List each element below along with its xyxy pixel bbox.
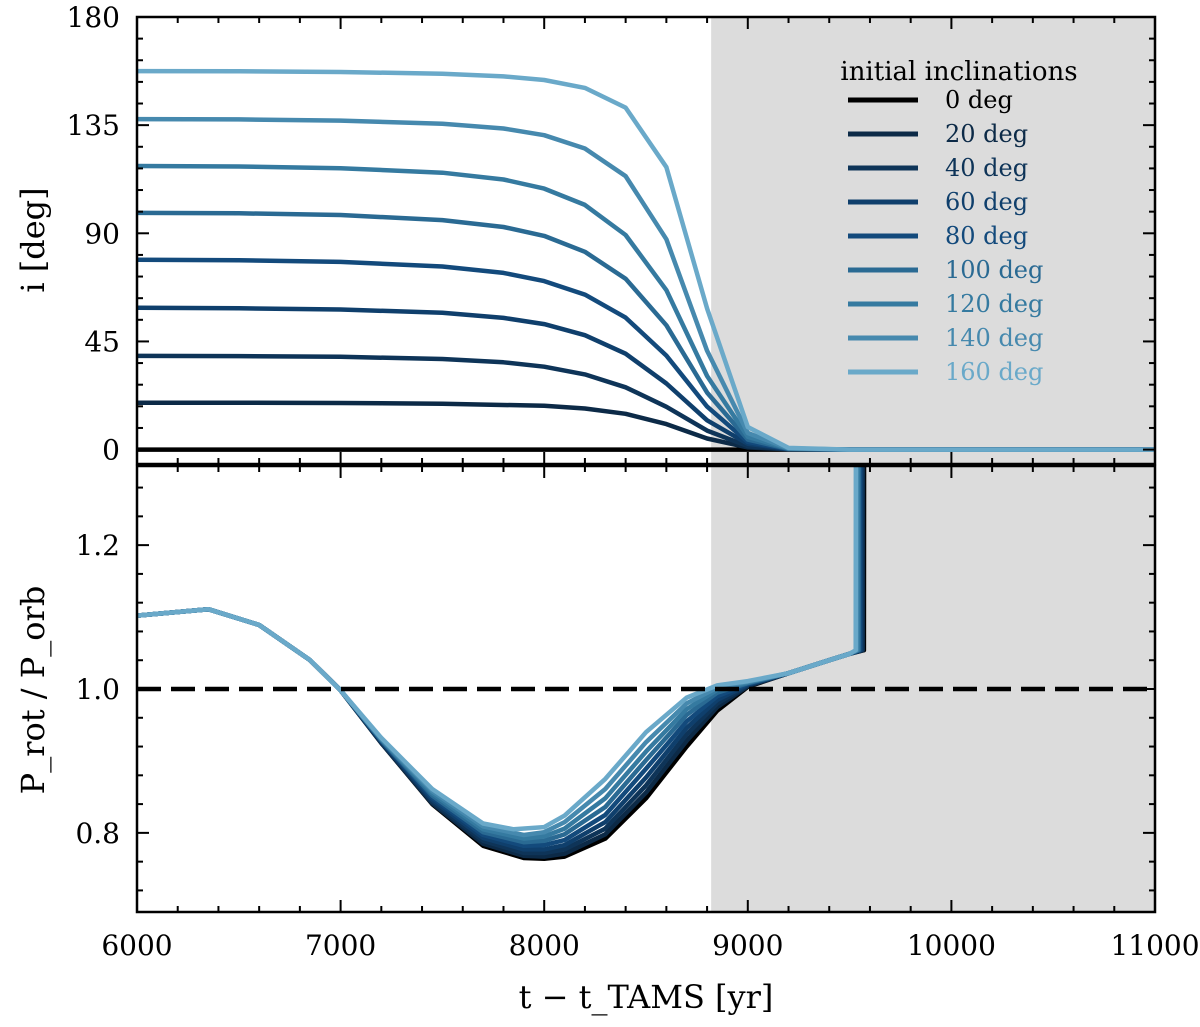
x-tick-label: 11000 — [1110, 929, 1199, 962]
bottom-y-tick-label: 1.2 — [75, 529, 120, 562]
top-y-tick-label: 180 — [67, 1, 120, 34]
top-panel-frame — [135, 15, 1157, 466]
legend: initial inclinations 0 deg 20 deg 40 deg 60… — [840, 57, 1077, 386]
legend-entry: 80 deg — [945, 222, 1028, 250]
legend-title: initial inclinations — [840, 57, 1077, 87]
legend-entry: 60 deg — [945, 188, 1028, 216]
top-y-tick-label: 90 — [84, 217, 120, 250]
legend-entry: 20 deg — [945, 120, 1028, 148]
top-series-160-deg — [137, 68, 1155, 452]
x-tick-label: 9000 — [712, 929, 783, 962]
legend-entry: 120 deg — [945, 290, 1043, 318]
bottom-y-axis-label: P_rot / P_orb — [14, 586, 52, 795]
bottom-y-tick-label: 1.0 — [75, 673, 120, 706]
bottom-panel-frame — [135, 464, 1157, 914]
bottom-series-160-deg — [137, 466, 859, 832]
x-tick-label: 10000 — [907, 929, 996, 962]
x-tick-label: 6000 — [101, 929, 172, 962]
top-y-axis-label: i [deg] — [14, 187, 52, 292]
legend-entry: 160 deg — [945, 358, 1043, 386]
bottom-series-group — [137, 466, 867, 862]
top-y-tick-label: 45 — [84, 325, 120, 358]
top-series-group — [137, 68, 1155, 452]
legend-entry: 100 deg — [945, 256, 1043, 284]
legend-entry: 140 deg — [945, 324, 1043, 352]
top-y-tick-label: 135 — [67, 109, 120, 142]
x-tick-label: 7000 — [305, 929, 376, 962]
shaded-region-top — [711, 17, 1155, 464]
bottom-y-tick-label: 0.8 — [75, 817, 120, 850]
legend-entry: 0 deg — [945, 86, 1013, 114]
top-y-tick-label: 0 — [102, 434, 120, 467]
x-axis-label: t − t_TAMS [yr] — [519, 978, 774, 1016]
tick-labels-group: 0 45 90 135 180 0.8 1.0 1.2 6000 7000 8000 9000 1000… — [67, 1, 1200, 962]
legend-entry: 40 deg — [945, 154, 1028, 182]
x-tick-label: 8000 — [509, 929, 580, 962]
